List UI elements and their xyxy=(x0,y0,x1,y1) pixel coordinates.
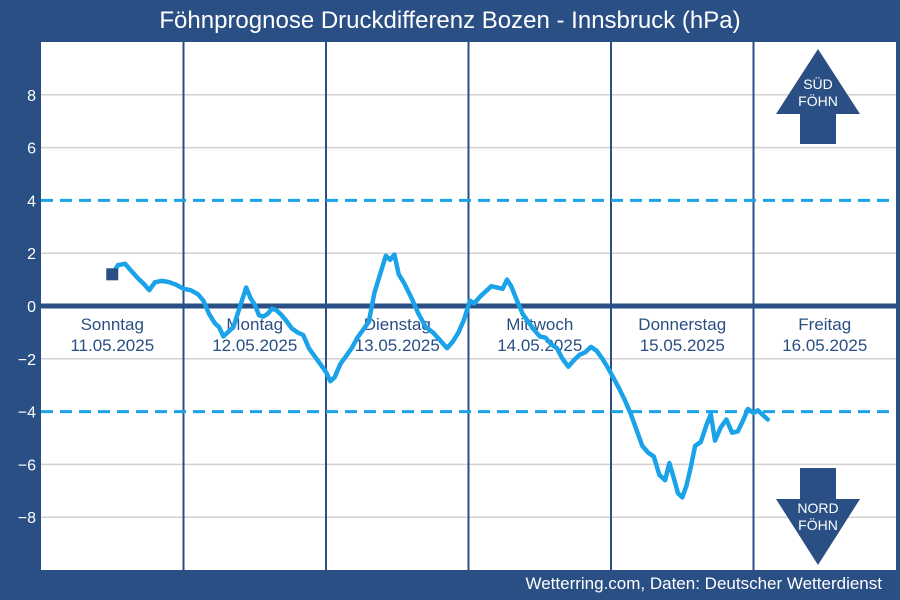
y-tick-label: 0 xyxy=(27,299,36,316)
current-value-marker xyxy=(106,268,119,281)
y-tick-label: 6 xyxy=(27,141,36,158)
arrow-down-icon xyxy=(776,468,860,565)
data-credit: Wetterring.com, Daten: Deutscher Wetterd… xyxy=(525,574,882,593)
y-tick-label: −6 xyxy=(18,457,36,474)
day-date-label: 11.05.2025 xyxy=(70,336,154,355)
arrow-up-icon xyxy=(776,49,860,144)
series-line xyxy=(110,252,771,500)
day-date-label: 16.05.2025 xyxy=(782,336,867,355)
y-tick-label: −2 xyxy=(18,352,36,369)
arrow-up-label: FÖHN xyxy=(798,92,838,109)
arrow-down-label: NORD xyxy=(797,500,838,516)
day-name-label: Sonntag xyxy=(81,315,144,334)
y-tick-label: 8 xyxy=(27,88,36,105)
chart-title: Föhnprognose Druckdifferenz Bozen - Inns… xyxy=(159,7,741,34)
day-name-label: Donnerstag xyxy=(638,315,726,334)
day-date-label: 14.05.2025 xyxy=(497,336,582,355)
y-axis-ticks: 8 6 4 2 0 −2 −4 −6 −8 xyxy=(18,88,36,527)
day-name-label: Montag xyxy=(226,315,283,334)
y-tick-label: 2 xyxy=(27,246,36,263)
arrow-up-label: SÜD xyxy=(803,75,833,92)
day-date-label: 13.05.2025 xyxy=(355,336,440,355)
arrow-down-label: FÖHN xyxy=(798,516,838,533)
day-date-label: 12.05.2025 xyxy=(212,336,297,355)
y-tick-label: −4 xyxy=(18,405,36,422)
day-name-label: Freitag xyxy=(798,315,851,334)
day-labels: Sonntag 11.05.2025 Montag 12.05.2025 Diensta… xyxy=(70,315,867,355)
y-tick-label: −8 xyxy=(18,510,36,527)
day-name-label: Mittwoch xyxy=(506,315,573,334)
day-date-label: 15.05.2025 xyxy=(640,336,725,355)
series-layer xyxy=(106,252,771,500)
day-name-label: Dienstag xyxy=(364,315,431,334)
y-tick-label: 4 xyxy=(27,193,36,210)
